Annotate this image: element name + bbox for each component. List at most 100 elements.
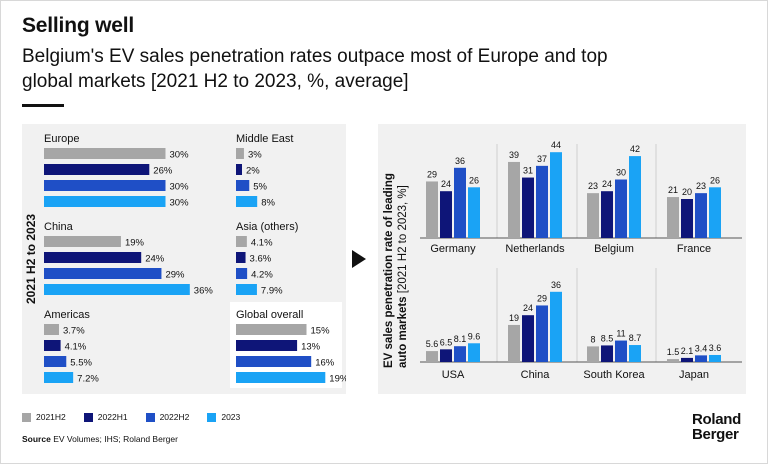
bar-americas-2022h2 — [44, 356, 67, 367]
bar-label-global-overall-2023: 19% — [329, 374, 346, 385]
legend-label: 2021H2 — [36, 412, 66, 422]
bar-label-netherlands-2022h1: 31 — [523, 166, 533, 176]
bar-china-2022h1 — [44, 252, 142, 263]
page-subtitle: Belgium's EV sales penetration rates out… — [22, 46, 608, 92]
bar-label-china-2022h2: 29 — [537, 293, 547, 303]
legend-swatch — [83, 412, 93, 422]
bar-label-americas-2022h2: 5.5% — [70, 358, 92, 369]
source-note: Source EV Volumes; IHS; Roland Berger — [22, 434, 178, 444]
bar-label-japan-2021h2: 1.5 — [667, 347, 680, 357]
markets-bar-chart: 29 24 36 26 Germany 39 31 37 44 Netherlands 23 24 30… — [420, 140, 742, 381]
bar-label-china-2021h2: 19% — [125, 238, 145, 249]
bar-south-korea-2022h1 — [601, 345, 613, 362]
legend-item-2021h2: 2021H2 — [22, 412, 66, 422]
bar-china-2023 — [44, 284, 190, 295]
bar-france-2021h2 — [667, 197, 679, 238]
bar-netherlands-2023 — [550, 152, 562, 238]
bar-japan-2022h2 — [695, 355, 707, 362]
bar-label-europe-2023: 30% — [170, 198, 190, 209]
bar-global-overall-2022h2 — [236, 356, 312, 367]
bar-south-korea-2022h2 — [615, 340, 627, 362]
bar-usa-2023 — [468, 343, 480, 362]
region-label-americas: Americas — [44, 309, 90, 321]
bar-label-south-korea-2022h1: 8.5 — [601, 333, 614, 343]
bar-label-germany-2023: 26 — [469, 175, 479, 185]
bar-label-usa-2021h2: 5.6 — [426, 339, 439, 349]
legend-swatch — [207, 412, 217, 422]
bar-middle-east-2021h2 — [236, 148, 244, 159]
logo-line1: Roland — [692, 411, 742, 428]
bar-label-middle-east-2022h1: 2% — [246, 166, 260, 177]
market-label-japan: Japan — [679, 369, 709, 381]
bar-label-middle-east-2022h2: 5% — [253, 182, 267, 193]
bar-netherlands-2021h2 — [508, 161, 520, 238]
bar-belgium-2021h2 — [587, 193, 599, 238]
bar-label-germany-2022h1: 24 — [441, 179, 451, 189]
legend-label: 2022H2 — [159, 412, 190, 422]
market-label-usa: USA — [442, 369, 465, 381]
bar-label-france-2021h2: 21 — [668, 185, 678, 195]
bar-label-americas-2023: 7.2% — [77, 374, 99, 385]
bar-label-americas-2021h2: 3.7% — [63, 326, 85, 337]
bar-asia-others-2022h2 — [236, 268, 248, 279]
bar-germany-2022h2 — [454, 167, 466, 238]
bar-middle-east-2022h1 — [236, 164, 242, 175]
bar-label-germany-2021h2: 29 — [427, 169, 437, 179]
bar-netherlands-2022h2 — [536, 165, 548, 238]
bar-middle-east-2023 — [236, 196, 258, 207]
legend-item-2022h1: 2022H1 — [83, 412, 128, 422]
bar-label-france-2022h2: 23 — [696, 181, 706, 191]
bar-china-2023 — [550, 291, 562, 362]
bar-europe-2023 — [44, 196, 166, 207]
bar-label-china-2023: 36 — [551, 280, 561, 290]
bar-germany-2023 — [468, 187, 480, 238]
legend-label: 2023 — [221, 412, 241, 422]
bar-france-2022h2 — [695, 193, 707, 238]
bar-japan-2023 — [709, 354, 721, 362]
bar-label-europe-2022h1: 26% — [153, 166, 173, 177]
market-label-belgium: Belgium — [594, 243, 634, 255]
bar-usa-2022h1 — [440, 349, 452, 362]
bar-global-overall-2022h1 — [236, 340, 298, 351]
bar-global-overall-2023 — [236, 372, 326, 383]
bar-label-japan-2023: 3.6 — [709, 343, 722, 353]
legend: 2021H2 2022H1 2022H2 2023 — [22, 412, 240, 422]
bar-americas-2023 — [44, 372, 74, 383]
bar-label-germany-2022h2: 36 — [455, 156, 465, 166]
market-label-south-korea: South Korea — [583, 369, 645, 381]
title-rule — [22, 104, 64, 107]
bar-label-belgium-2022h1: 24 — [602, 179, 612, 189]
bar-germany-2022h1 — [440, 191, 452, 238]
region-label-middle-east: Middle East — [236, 133, 293, 145]
bar-label-france-2022h1: 20 — [682, 187, 692, 197]
arrow-icon — [352, 250, 366, 268]
bar-label-china-2021h2: 19 — [509, 313, 519, 323]
bar-china-2022h1 — [522, 315, 534, 362]
bar-label-china-2022h1: 24 — [523, 303, 533, 313]
bar-label-japan-2022h1: 2.1 — [681, 346, 694, 356]
bar-label-global-overall-2022h1: 13% — [301, 342, 321, 353]
bar-americas-2021h2 — [44, 324, 59, 335]
bar-japan-2021h2 — [667, 359, 679, 362]
market-label-netherlands: Netherlands — [505, 243, 565, 255]
bar-label-china-2023: 36% — [194, 286, 214, 297]
bar-europe-2022h1 — [44, 164, 150, 175]
bar-china-2021h2 — [44, 236, 121, 247]
source-label: Source — [22, 434, 51, 444]
bar-belgium-2022h2 — [615, 179, 627, 238]
bar-usa-2021h2 — [426, 351, 438, 362]
bar-label-japan-2022h2: 3.4 — [695, 343, 708, 353]
bar-label-usa-2022h2: 8.1 — [454, 334, 467, 344]
bar-label-china-2022h1: 24% — [145, 254, 165, 265]
bar-netherlands-2022h1 — [522, 177, 534, 238]
logo-line2: Berger — [692, 426, 739, 443]
source-text: EV Volumes; IHS; Roland Berger — [53, 434, 178, 444]
page-title: Selling well — [22, 14, 134, 37]
bar-germany-2021h2 — [426, 181, 438, 238]
legend-item-2023: 2023 — [207, 412, 240, 422]
legend-swatch — [22, 412, 31, 422]
bar-usa-2022h2 — [454, 346, 466, 362]
bar-label-europe-2021h2: 30% — [170, 150, 190, 161]
bar-label-usa-2022h1: 6.5 — [440, 337, 453, 347]
bar-label-france-2023: 26 — [710, 175, 720, 185]
